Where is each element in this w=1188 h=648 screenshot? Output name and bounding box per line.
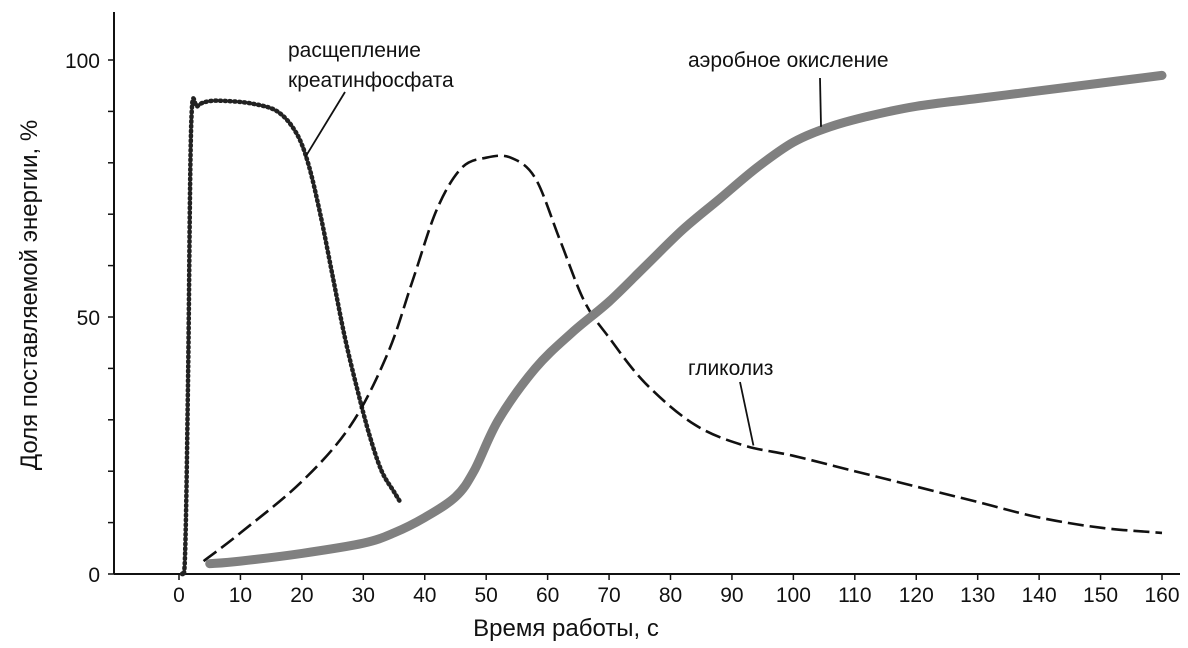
leader-glycolysis	[740, 382, 753, 446]
y-tick-label: 0	[88, 564, 100, 587]
x-tick-label: 40	[413, 584, 436, 607]
y-tick-label: 100	[65, 50, 100, 73]
x-tick-label: 140	[1022, 584, 1057, 607]
x-tick-label: 20	[290, 584, 313, 607]
series-glycolysis	[204, 156, 1162, 561]
x-tick-label: 80	[659, 584, 682, 607]
series-aerobic-oxidation	[210, 75, 1162, 563]
x-tick-label: 110	[838, 584, 871, 607]
x-tick-label: 0	[173, 584, 185, 607]
annotation-creatine-line2: креатинфосфата	[288, 69, 454, 92]
x-tick-label: 10	[229, 584, 252, 607]
x-tick-label: 100	[776, 584, 811, 607]
x-tick-label: 50	[475, 584, 498, 607]
x-tick-label: 70	[597, 584, 620, 607]
annotation-aerobic: аэробное окисление	[688, 49, 889, 72]
y-tick-label: 50	[77, 307, 100, 330]
x-tick-label: 160	[1144, 584, 1179, 607]
annotation-glycolysis: гликолиз	[688, 357, 773, 380]
x-tick-label: 150	[1083, 584, 1118, 607]
annotation-creatine-line1: расщепление	[288, 39, 421, 62]
x-tick-label: 130	[960, 584, 995, 607]
x-tick-label: 120	[899, 584, 934, 607]
series-group	[182, 75, 1162, 575]
x-axis-label: Время работы, с	[473, 615, 659, 642]
ticks: 0 10 20 30 40 50 60 70 80 90 100 110 120 130 140 150 160…	[65, 50, 1180, 607]
series-creatine-phosphate	[182, 98, 400, 575]
annotation-leaders	[305, 78, 821, 446]
x-tick-label: 30	[352, 584, 375, 607]
leader-creatine	[305, 92, 345, 158]
x-tick-label: 60	[536, 584, 559, 607]
y-axis-label: Доля поставляемой энергии, %	[16, 120, 43, 470]
x-tick-label: 90	[720, 584, 743, 607]
leader-aerobic	[820, 78, 821, 127]
